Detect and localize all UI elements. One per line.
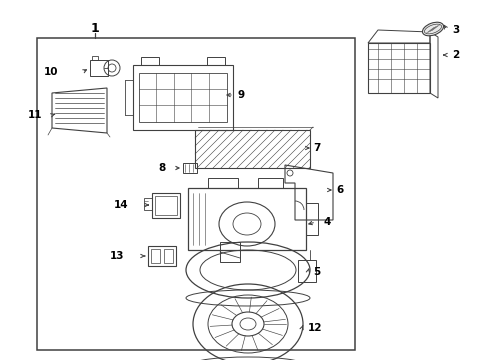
Bar — [163, 249, 173, 263]
Bar — [143, 198, 152, 210]
Bar — [148, 246, 176, 266]
Bar — [207, 178, 238, 188]
Text: 1: 1 — [90, 22, 99, 35]
Bar — [195, 130, 309, 168]
Bar — [139, 73, 226, 122]
Bar — [90, 60, 108, 76]
Text: 7: 7 — [312, 143, 320, 153]
Ellipse shape — [422, 22, 443, 36]
Bar — [297, 260, 315, 282]
Bar — [305, 203, 317, 235]
Text: 9: 9 — [238, 90, 244, 100]
Bar — [37, 38, 354, 350]
Bar — [187, 188, 305, 250]
Text: 14: 14 — [113, 200, 128, 210]
Text: 10: 10 — [43, 67, 58, 77]
Text: 2: 2 — [451, 50, 458, 60]
Bar — [141, 57, 159, 65]
Bar — [133, 65, 232, 130]
Bar — [258, 178, 283, 188]
Bar — [151, 249, 160, 263]
Bar — [206, 57, 224, 65]
Text: 13: 13 — [109, 251, 124, 261]
Text: 8: 8 — [159, 163, 165, 173]
Bar — [183, 163, 197, 173]
Text: 11: 11 — [27, 110, 42, 120]
Text: 4: 4 — [323, 217, 330, 227]
Bar — [152, 193, 180, 218]
Text: 12: 12 — [307, 323, 322, 333]
Bar — [155, 196, 177, 215]
Bar — [367, 43, 429, 93]
Bar — [220, 242, 240, 262]
Bar — [92, 56, 98, 60]
Text: 6: 6 — [335, 185, 343, 195]
Text: 3: 3 — [451, 25, 458, 35]
Text: 5: 5 — [312, 267, 320, 277]
